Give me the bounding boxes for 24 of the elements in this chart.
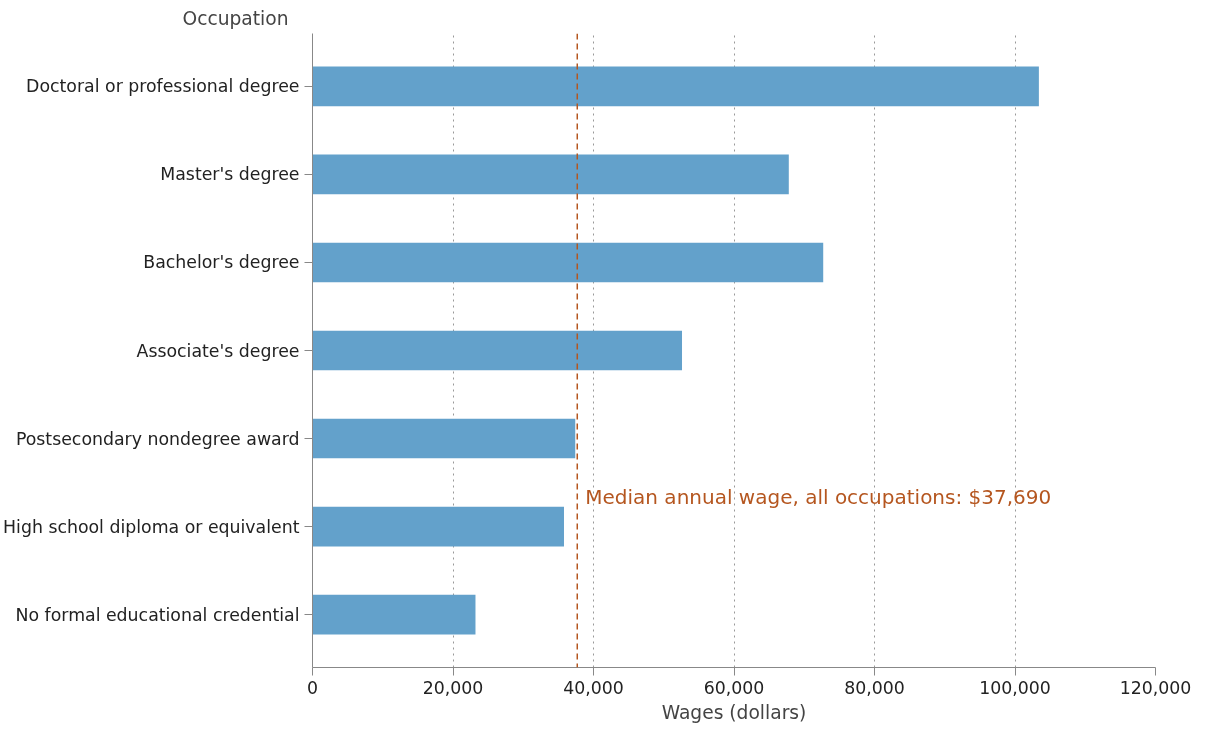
x-tick-label: 20,000 <box>422 677 484 698</box>
y-tick-label: No formal educational credential <box>15 604 300 625</box>
x-tick-label: 0 <box>306 677 319 698</box>
bar <box>312 506 564 547</box>
x-tick-label: 100,000 <box>979 677 1051 698</box>
y-axis-title: Occupation <box>182 7 289 29</box>
x-tick-label: 120,000 <box>1119 677 1192 698</box>
x-axis-title: Wages (dollars) <box>661 701 807 723</box>
bar <box>312 594 476 635</box>
x-tick-label: 40,000 <box>563 677 624 698</box>
bar <box>312 242 824 283</box>
y-tick-label: High school diploma or equivalent <box>3 516 300 537</box>
y-tick-label: Bachelor's degree <box>143 252 300 273</box>
y-tick-label: Doctoral or professional degree <box>26 76 300 97</box>
bar <box>312 330 683 371</box>
y-tick-label: Postsecondary nondegree award <box>15 428 300 449</box>
ref-line-label: Median annual wage, all occupations: $37,690 <box>585 485 1052 509</box>
bar <box>312 418 576 459</box>
y-tick-label: Associate's degree <box>136 340 300 361</box>
x-tick-label: 60,000 <box>703 677 765 698</box>
x-tick-label: 80,000 <box>844 677 905 698</box>
bar <box>312 154 789 195</box>
y-tick-label: Master's degree <box>160 164 300 185</box>
bar <box>312 66 1039 107</box>
